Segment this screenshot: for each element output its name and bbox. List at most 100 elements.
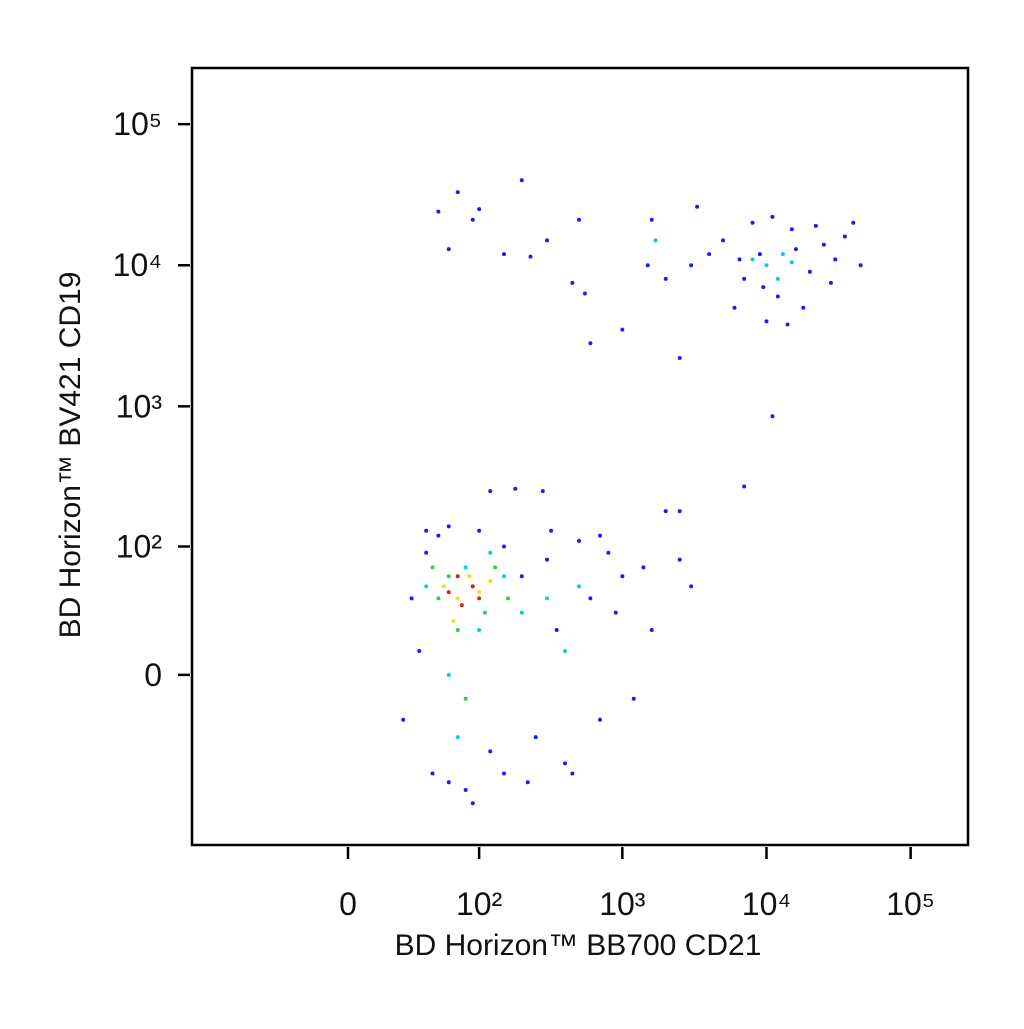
point <box>436 596 441 601</box>
point <box>455 190 460 195</box>
point <box>463 788 468 793</box>
x-tick-label: 10⁴ <box>742 886 791 922</box>
point <box>488 489 493 494</box>
point <box>488 579 493 584</box>
point <box>409 596 414 601</box>
point <box>689 263 694 268</box>
point <box>470 801 475 806</box>
point <box>477 590 482 595</box>
point <box>677 557 682 562</box>
point <box>742 276 747 281</box>
point <box>606 550 611 555</box>
point <box>789 260 794 265</box>
point <box>545 238 550 243</box>
point <box>750 257 755 262</box>
point <box>801 305 806 310</box>
point <box>455 574 460 579</box>
point <box>641 565 646 570</box>
point <box>750 220 755 225</box>
point <box>519 574 524 579</box>
point <box>563 761 568 766</box>
point <box>770 214 775 219</box>
point <box>488 749 493 754</box>
point <box>663 509 668 514</box>
point <box>631 696 636 701</box>
point <box>677 509 682 514</box>
x-tick-label: 10³ <box>599 886 646 922</box>
point <box>477 596 482 601</box>
point <box>477 528 482 533</box>
point <box>470 584 475 589</box>
point <box>645 263 650 268</box>
point <box>501 771 506 776</box>
point <box>785 322 790 327</box>
point <box>570 771 575 776</box>
point <box>563 648 568 653</box>
y-tick-label: 0 <box>144 657 162 693</box>
point <box>501 252 506 257</box>
point <box>467 574 472 579</box>
point <box>757 252 762 257</box>
point <box>455 596 460 601</box>
point <box>742 484 747 489</box>
point <box>653 238 658 243</box>
point <box>455 735 460 740</box>
point <box>775 294 780 299</box>
point <box>689 584 694 589</box>
point <box>446 524 451 529</box>
point <box>545 596 550 601</box>
point <box>549 528 554 533</box>
point <box>446 672 451 677</box>
y-tick-label: 10⁴ <box>113 247 162 283</box>
point <box>598 533 603 538</box>
point <box>576 217 581 222</box>
point <box>441 584 446 589</box>
point <box>770 414 775 419</box>
point <box>477 627 482 632</box>
point <box>463 565 468 570</box>
point <box>554 627 559 632</box>
point <box>501 544 506 549</box>
point <box>424 584 429 589</box>
point <box>851 220 856 225</box>
point <box>493 565 498 570</box>
point <box>528 254 533 259</box>
point <box>793 247 798 252</box>
point <box>764 263 769 268</box>
point <box>463 696 468 701</box>
point <box>761 285 766 290</box>
y-tick-label: 10² <box>116 529 163 565</box>
point <box>446 780 451 785</box>
point <box>513 486 518 491</box>
point <box>842 234 847 239</box>
point <box>501 574 506 579</box>
point <box>430 565 435 570</box>
point <box>436 533 441 538</box>
point <box>780 252 785 257</box>
point <box>519 610 524 615</box>
point <box>477 207 482 212</box>
point <box>576 584 581 589</box>
point <box>598 717 603 722</box>
point <box>424 550 429 555</box>
x-tick-label: 0 <box>339 886 357 922</box>
point <box>446 574 451 579</box>
point <box>570 280 575 285</box>
point <box>737 257 742 262</box>
point <box>649 627 654 632</box>
point <box>582 291 587 296</box>
point <box>588 596 593 601</box>
point <box>721 238 726 243</box>
point <box>525 780 530 785</box>
point <box>807 269 812 274</box>
y-tick-label: 10³ <box>116 388 163 424</box>
point <box>707 252 712 257</box>
point <box>613 610 618 615</box>
point <box>505 596 510 601</box>
point <box>620 327 625 332</box>
x-tick-label: 10⁵ <box>886 886 935 922</box>
point <box>833 257 838 262</box>
point <box>459 603 464 608</box>
point <box>519 178 524 183</box>
